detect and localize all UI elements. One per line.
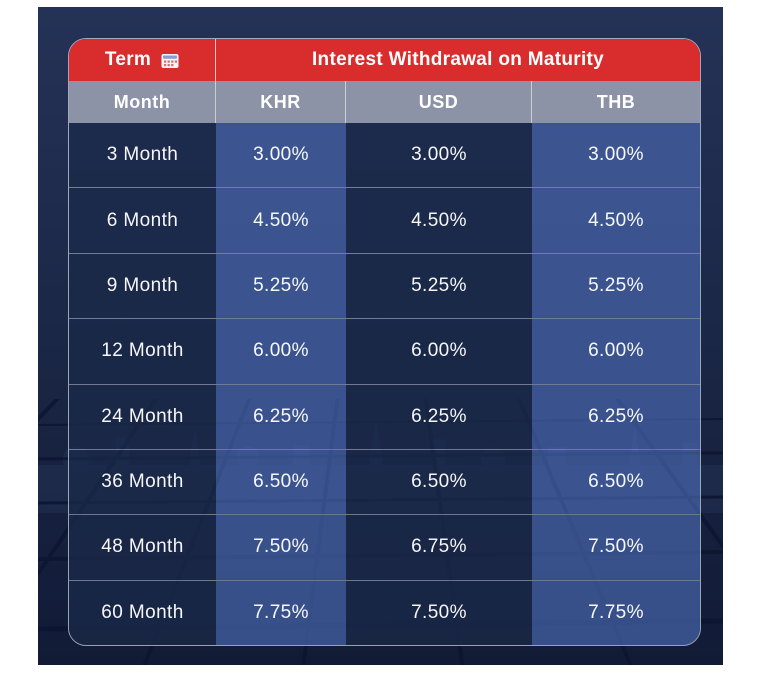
usd-rate-cell: 6.50% xyxy=(346,449,532,515)
table-row: 6 Month 4.50% 4.50% 4.50% xyxy=(69,187,700,253)
month-column-label: Month xyxy=(113,91,171,112)
khr-rate-cell: 3.00% xyxy=(216,123,346,188)
khr-column-label: KHR xyxy=(260,91,301,112)
thb-rate-value: 5.25% xyxy=(588,274,644,296)
khr-rate-cell: 7.75% xyxy=(216,580,346,645)
khr-rate-cell: 6.25% xyxy=(216,384,346,449)
usd-rate-cell: 6.25% xyxy=(346,384,532,449)
usd-rate-value: 5.25% xyxy=(411,274,467,296)
usd-rate-value: 6.00% xyxy=(411,340,467,362)
khr-rate-value: 6.50% xyxy=(253,471,309,493)
table-row: 3 Month 3.00% 3.00% 3.00% xyxy=(69,123,700,188)
khr-rate-cell: 7.50% xyxy=(216,515,346,580)
thb-rate-value: 3.00% xyxy=(588,144,644,166)
usd-rate-cell: 5.25% xyxy=(346,253,532,319)
usd-rate-cell: 6.75% xyxy=(346,515,532,580)
table-row: 60 Month 7.75% 7.50% 7.75% xyxy=(69,579,700,645)
khr-rate-value: 5.25% xyxy=(253,274,309,296)
khr-rate-cell: 6.50% xyxy=(216,449,346,515)
table-row: 12 Month 6.00% 6.00% 6.00% xyxy=(69,318,700,384)
khr-column-header: KHR xyxy=(216,81,346,123)
term-cell: 3 Month xyxy=(69,123,216,188)
term-cell: 9 Month xyxy=(69,253,216,319)
usd-column-label: USD xyxy=(418,91,459,112)
thb-rate-value: 6.25% xyxy=(588,405,644,427)
thb-rate-cell: 6.25% xyxy=(532,384,700,449)
term-value: 60 Month xyxy=(101,601,184,623)
term-cell: 48 Month xyxy=(69,515,216,580)
khr-rate-cell: 4.50% xyxy=(216,188,346,253)
khr-rate-cell: 5.25% xyxy=(216,253,346,319)
column-header-row: Month KHR USD THB xyxy=(69,81,700,123)
banner-title: Interest Withdrawal on Maturity xyxy=(311,49,605,70)
khr-rate-cell: 6.00% xyxy=(216,319,346,384)
thb-rate-cell: 5.25% xyxy=(532,253,700,319)
thb-column-header: THB xyxy=(532,81,700,123)
usd-rate-value: 6.25% xyxy=(411,405,467,427)
calendar-icon xyxy=(161,53,179,68)
term-cell: 36 Month xyxy=(69,449,216,515)
term-value: 36 Month xyxy=(101,471,184,493)
term-value: 24 Month xyxy=(101,405,184,427)
month-column-header: Month xyxy=(69,81,216,123)
khr-rate-value: 4.50% xyxy=(253,209,309,231)
thb-rate-cell: 6.00% xyxy=(532,319,700,384)
usd-rate-value: 3.00% xyxy=(411,144,467,166)
thb-rate-cell: 4.50% xyxy=(532,188,700,253)
table-row: 9 Month 5.25% 5.25% 5.25% xyxy=(69,252,700,319)
term-header-cell: Term xyxy=(69,39,216,81)
usd-rate-cell: 7.50% xyxy=(346,580,532,645)
thb-rate-value: 4.50% xyxy=(588,209,644,231)
usd-rate-cell: 3.00% xyxy=(346,123,532,188)
usd-rate-value: 7.50% xyxy=(411,601,467,623)
term-value: 3 Month xyxy=(106,144,179,166)
thb-rate-value: 6.00% xyxy=(588,340,644,362)
thb-rate-value: 7.75% xyxy=(588,601,644,623)
khr-rate-value: 6.25% xyxy=(253,405,309,427)
thb-rate-value: 6.50% xyxy=(588,471,644,493)
term-value: 48 Month xyxy=(101,536,184,558)
usd-rate-cell: 4.50% xyxy=(346,188,532,253)
thb-rate-value: 7.50% xyxy=(588,536,644,558)
term-cell: 60 Month xyxy=(69,580,216,645)
thb-column-label: THB xyxy=(596,91,636,112)
term-value: 9 Month xyxy=(106,274,179,296)
term-cell: 6 Month xyxy=(69,188,216,253)
thb-rate-cell: 3.00% xyxy=(532,123,700,188)
background-scene: Term xyxy=(38,7,723,665)
table-header-row: Term xyxy=(69,39,700,81)
term-value: 6 Month xyxy=(106,209,179,231)
term-label: Term xyxy=(104,49,152,70)
usd-rate-cell: 6.00% xyxy=(346,319,532,384)
term-cell: 12 Month xyxy=(69,319,216,384)
term-cell: 24 Month xyxy=(69,384,216,449)
khr-rate-value: 7.75% xyxy=(253,601,309,623)
table-row: 48 Month 7.50% 6.75% 7.50% xyxy=(69,514,700,580)
banner-header-cell: Interest Withdrawal on Maturity xyxy=(216,39,700,81)
usd-column-header: USD xyxy=(346,81,532,123)
khr-rate-value: 7.50% xyxy=(253,536,309,558)
usd-rate-value: 6.50% xyxy=(411,471,467,493)
usd-rate-value: 4.50% xyxy=(411,209,467,231)
term-value: 12 Month xyxy=(101,340,184,362)
thb-rate-cell: 6.50% xyxy=(532,449,700,515)
usd-rate-value: 6.75% xyxy=(411,536,467,558)
table-row: 36 Month 6.50% 6.50% 6.50% xyxy=(69,448,700,515)
khr-rate-value: 3.00% xyxy=(253,144,309,166)
thb-rate-cell: 7.75% xyxy=(532,580,700,645)
table-row: 24 Month 6.25% 6.25% 6.25% xyxy=(69,383,700,449)
khr-rate-value: 6.00% xyxy=(253,340,309,362)
thb-rate-cell: 7.50% xyxy=(532,515,700,580)
interest-rates-table: Term xyxy=(68,38,701,646)
